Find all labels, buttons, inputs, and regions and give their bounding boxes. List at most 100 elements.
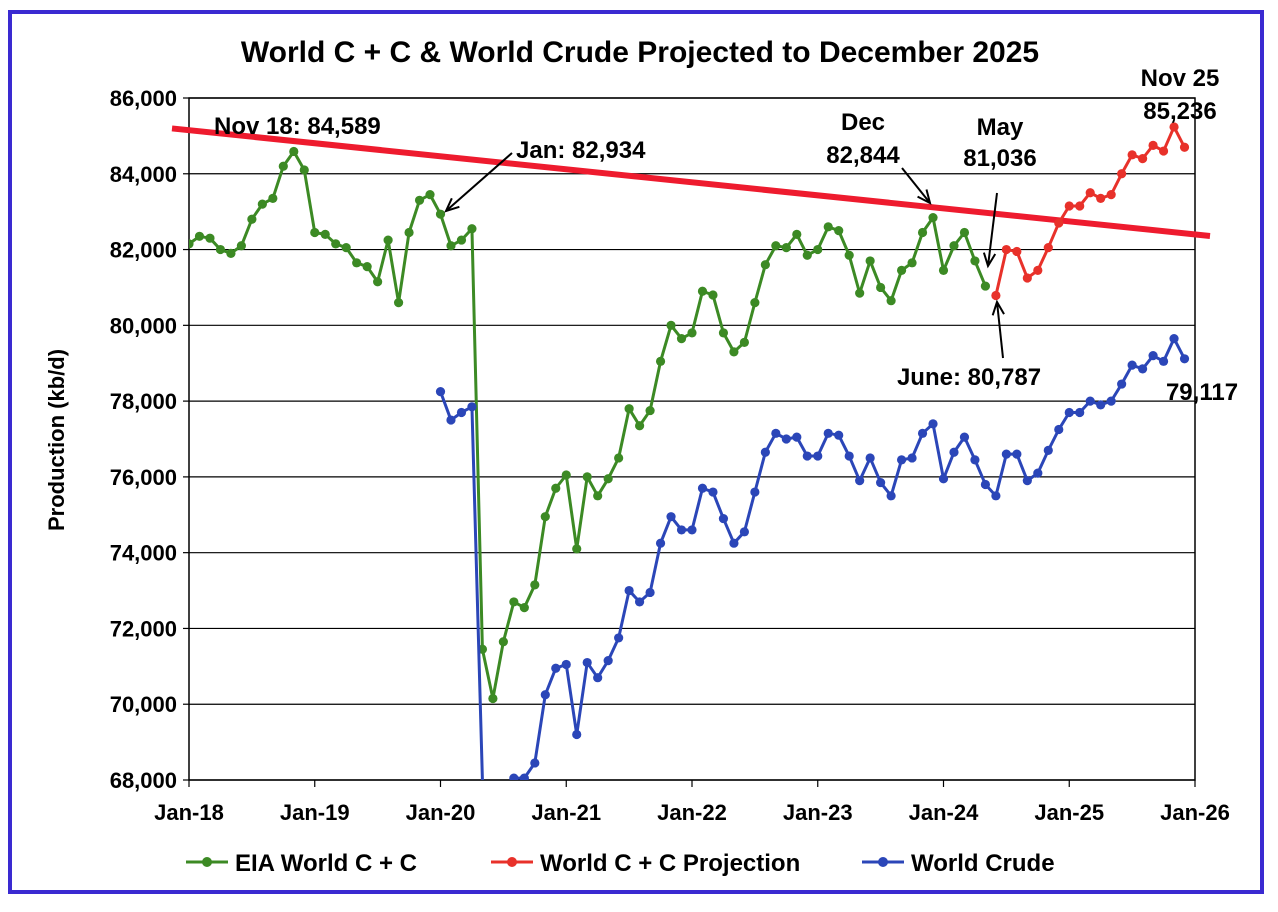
data-point [540, 512, 550, 522]
y-tick-label: 68,000 [110, 768, 177, 793]
data-point [1117, 169, 1127, 179]
data-point [781, 243, 791, 253]
trendline [171, 125, 1211, 239]
annotation-label: 79,117 [1166, 379, 1238, 406]
annotation-label: 82,844 [826, 142, 900, 169]
data-point [1043, 445, 1053, 455]
annotation-label: Dec [841, 109, 885, 136]
data-point [603, 474, 613, 484]
data-point [886, 491, 896, 501]
data-point [1012, 246, 1022, 257]
legend-label: World C + C Projection [540, 850, 800, 877]
data-point [938, 474, 949, 484]
annotation-arrow [445, 152, 513, 212]
data-point [792, 229, 802, 239]
data-point [1096, 193, 1106, 204]
series-line [189, 149, 987, 701]
x-tick-label: Jan-25 [1034, 800, 1104, 825]
data-point [1085, 188, 1095, 198]
data-point [1106, 396, 1116, 406]
data-point [519, 773, 529, 780]
data-point [718, 328, 729, 338]
data-point [194, 231, 205, 241]
data-point [1106, 190, 1116, 200]
legend-label: World Crude [911, 850, 1055, 877]
y-tick-label: 70,000 [110, 692, 177, 717]
arrow-head [444, 197, 460, 213]
data-point [446, 241, 456, 251]
arrow-head [982, 252, 997, 269]
data-point [1022, 476, 1032, 486]
legend-marker [507, 857, 517, 867]
data-point [676, 333, 687, 344]
annotation-label: 81,036 [963, 145, 1036, 172]
data-point [561, 470, 571, 480]
data-point [1075, 201, 1085, 211]
annotation-arrow [996, 301, 1004, 359]
data-point [991, 290, 1001, 301]
data-point [540, 690, 550, 700]
data-point [1148, 351, 1158, 361]
data-point [949, 241, 959, 251]
annotation-arrow [901, 167, 931, 204]
data-point [1022, 273, 1032, 283]
legend-marker [202, 857, 212, 867]
data-point [645, 405, 655, 416]
x-tick-label: Jan-26 [1160, 800, 1230, 825]
data-point [844, 451, 854, 461]
data-point [781, 434, 791, 444]
x-tick-label: Jan-20 [406, 800, 476, 825]
series-0 [189, 146, 991, 704]
data-point [855, 476, 865, 486]
trendline-segment [171, 125, 1211, 239]
series-1 [991, 122, 1190, 301]
data-point [257, 199, 267, 209]
arrow-head [917, 189, 932, 205]
data-point [456, 235, 467, 245]
data-point [991, 491, 1001, 501]
data-point [1075, 407, 1085, 418]
data-point [1169, 333, 1179, 344]
data-point [980, 281, 991, 291]
annotation-label: Nov 25 [1141, 65, 1220, 92]
data-point [614, 633, 624, 643]
data-point [519, 603, 529, 613]
data-point [1064, 201, 1074, 211]
legend: EIA World C + C World C + C Projection Wor… [186, 850, 1055, 877]
data-point [876, 477, 886, 488]
data-point [1064, 407, 1074, 418]
data-point [760, 447, 770, 457]
annotation-label: Jan: 82,934 [516, 137, 646, 164]
data-point [446, 415, 456, 425]
data-point [1158, 356, 1169, 366]
data-point [896, 455, 907, 465]
data-point [907, 258, 917, 268]
data-point [635, 597, 645, 607]
x-tick-label: Jan-21 [531, 800, 601, 825]
data-point [572, 544, 582, 554]
data-point [708, 487, 718, 497]
data-point [645, 587, 655, 598]
x-tick-label: Jan-23 [783, 800, 853, 825]
data-point [1127, 360, 1137, 370]
data-point [676, 525, 687, 535]
y-tick-label: 80,000 [110, 313, 177, 338]
data-point [582, 657, 592, 668]
data-point [813, 244, 823, 255]
data-point [435, 209, 446, 219]
data-point [362, 262, 372, 272]
chart-title: World C + C & World Crude Projected to D… [241, 36, 1039, 69]
x-tick-label: Jan-18 [154, 800, 224, 825]
data-point [928, 419, 938, 429]
y-tick-label: 74,000 [110, 541, 177, 566]
data-point [655, 538, 666, 548]
y-tick-label: 82,000 [110, 238, 177, 263]
annotation-label: May [977, 114, 1024, 141]
data-point [729, 538, 739, 548]
data-point [593, 673, 603, 683]
data-point [624, 585, 634, 596]
data-point [970, 455, 980, 465]
data-point [624, 404, 634, 414]
data-point [551, 483, 561, 493]
